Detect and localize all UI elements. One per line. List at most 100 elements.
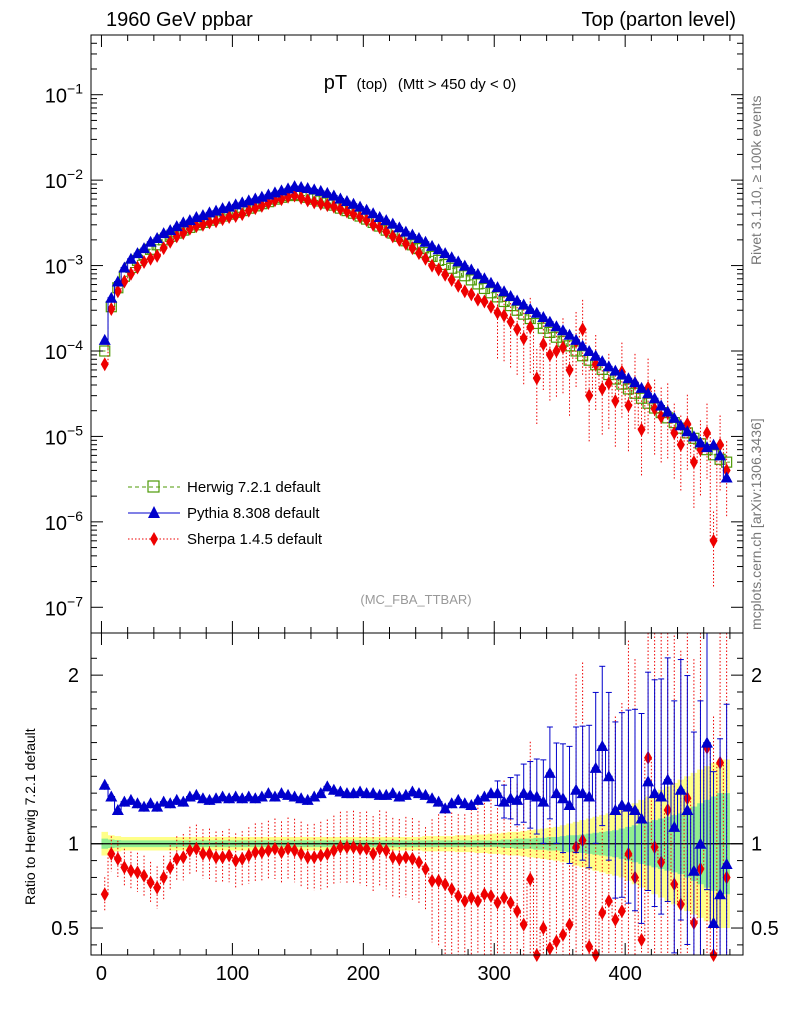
data-point	[375, 841, 384, 856]
data-point	[314, 787, 327, 799]
data-point	[452, 255, 465, 267]
data-point	[465, 798, 478, 810]
legend: Herwig 7.2.1 default Pythia 8.308 defaul…	[128, 479, 323, 548]
data-point	[556, 792, 569, 804]
data-point	[473, 292, 482, 307]
data-point	[421, 862, 430, 877]
data-point	[441, 267, 450, 282]
data-point	[414, 246, 423, 261]
data-point	[578, 322, 587, 337]
data-point	[393, 221, 406, 233]
data-point	[270, 841, 279, 856]
data-point	[277, 845, 286, 860]
data-point	[648, 392, 661, 404]
data-point	[465, 263, 478, 275]
legend-marker-pythia	[148, 506, 160, 518]
data-point	[628, 804, 641, 816]
data-point	[212, 850, 221, 865]
watermark: (MC_FBA_TTBAR)	[360, 592, 471, 607]
data-point	[406, 228, 419, 240]
data-point	[100, 357, 109, 372]
data-point	[493, 305, 502, 320]
data-point	[694, 837, 707, 849]
data-point	[589, 349, 602, 361]
site-label: mcplots.cern.ch [arXiv:1306.3436]	[748, 418, 764, 630]
data-point	[426, 239, 439, 251]
data-point	[426, 792, 439, 804]
data-point	[537, 311, 550, 323]
data-point	[480, 887, 489, 902]
data-point	[388, 229, 397, 244]
data-point	[552, 934, 561, 949]
legend-entry-herwig: Herwig 7.2.1 default	[128, 479, 321, 496]
title-cond: (Mtt > 450 dy < 0)	[398, 76, 516, 93]
data-point	[401, 236, 410, 251]
data-point	[388, 850, 397, 865]
data-point	[146, 875, 155, 890]
header-left: 1960 GeV ppbar	[106, 9, 253, 31]
ratio-y-tick-label-right: 1	[751, 834, 762, 856]
data-point	[140, 255, 149, 270]
data-point	[347, 197, 360, 209]
data-point	[323, 198, 332, 213]
data-point	[164, 224, 177, 236]
x-tick-label: 0	[96, 963, 107, 985]
ratio-axis-layer: 0.5 0.5 1 1 2 2 0 100 200 300 400	[51, 633, 779, 985]
data-point	[604, 376, 613, 391]
data-point	[105, 291, 118, 303]
data-point	[340, 194, 353, 206]
y-tick-label: 10−2	[45, 166, 83, 193]
data-point	[532, 371, 541, 386]
data-point	[159, 870, 168, 885]
data-point	[452, 793, 465, 805]
data-point	[570, 783, 583, 795]
data-point	[676, 437, 685, 452]
data-point	[170, 220, 183, 232]
data-point	[609, 804, 622, 816]
data-point	[399, 225, 412, 237]
data-point	[257, 845, 266, 860]
data-point	[314, 184, 327, 196]
plot-title: pT (top) (Mtt > 450 dy < 0)	[324, 72, 516, 94]
data-point	[428, 873, 437, 888]
data-point	[563, 798, 576, 810]
data-point	[467, 890, 476, 905]
data-point	[683, 416, 692, 431]
data-point	[153, 248, 162, 263]
data-point	[486, 299, 495, 314]
data-point	[530, 306, 543, 318]
data-point	[131, 797, 144, 809]
data-point	[707, 916, 720, 928]
data-point	[308, 790, 321, 802]
data-point	[198, 846, 207, 861]
data-point	[563, 328, 576, 340]
data-point	[157, 227, 170, 239]
data-point	[545, 347, 554, 362]
title-sub: (top)	[357, 76, 388, 93]
data-point	[565, 917, 574, 932]
data-point	[648, 787, 661, 799]
data-point	[432, 795, 445, 807]
data-point	[511, 793, 524, 805]
data-point	[316, 848, 325, 863]
y-tick-label: 10−1	[45, 81, 83, 108]
data-point	[144, 235, 157, 247]
data-point	[714, 449, 727, 461]
data-point	[539, 921, 548, 936]
data-point	[107, 846, 116, 861]
data-point	[146, 251, 155, 266]
data-point	[596, 739, 609, 751]
data-point	[164, 797, 177, 809]
legend-label-herwig: Herwig 7.2.1 default	[187, 479, 321, 496]
data-point	[342, 840, 351, 855]
header-right: Top (parton level)	[581, 9, 736, 31]
data-point	[513, 322, 522, 337]
data-point	[519, 331, 528, 346]
data-point	[655, 790, 668, 802]
data-point	[498, 795, 511, 807]
data-point	[225, 210, 234, 225]
y-tick-label: 10−7	[45, 593, 83, 620]
data-point	[465, 274, 477, 286]
data-point	[321, 186, 334, 198]
data-point	[360, 203, 373, 215]
